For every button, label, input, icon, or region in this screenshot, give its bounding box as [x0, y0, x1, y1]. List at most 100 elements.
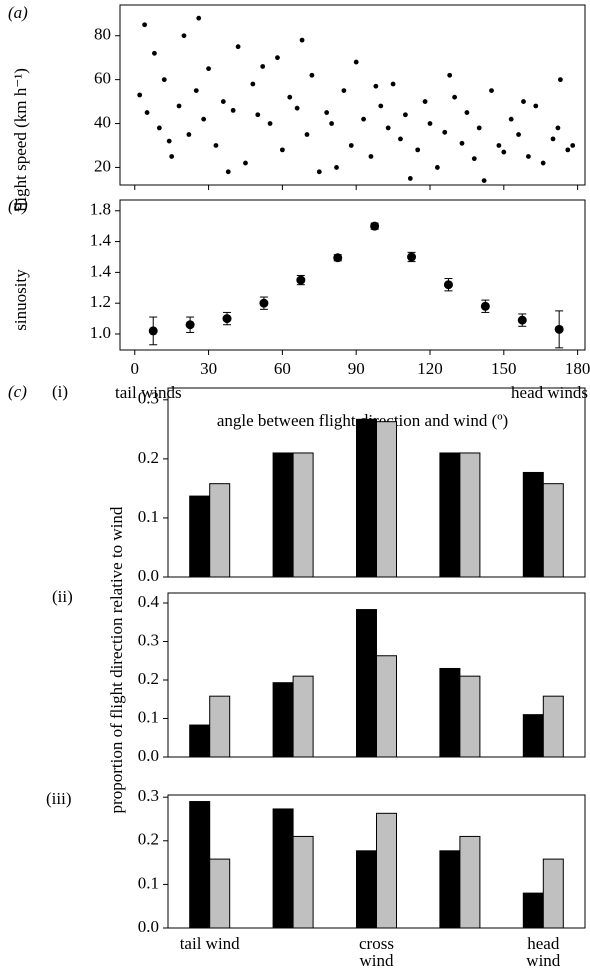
point [309, 72, 315, 78]
y-tick-label: 0.0 [138, 917, 159, 936]
point [230, 107, 236, 113]
bar [439, 452, 461, 578]
point [156, 125, 162, 131]
y-tick-label: 0.3 [138, 389, 159, 408]
bar [459, 675, 481, 758]
bar [356, 418, 377, 578]
point [329, 121, 334, 126]
annotation: tail winds [115, 383, 182, 402]
point [196, 15, 202, 21]
bar [439, 850, 461, 929]
point [496, 143, 502, 148]
bar [272, 452, 294, 578]
bar [522, 471, 544, 578]
sub-label: (i) [52, 382, 68, 401]
point [220, 99, 226, 104]
point [334, 165, 339, 170]
point [341, 88, 347, 94]
y-tick-label: 1.2 [90, 292, 111, 311]
point [259, 298, 269, 308]
panel-label: (a) [8, 3, 28, 22]
point [201, 116, 207, 122]
point [368, 154, 374, 159]
y-tick-label: 1.4 [90, 261, 112, 280]
bar [356, 609, 377, 758]
y-axis-label: sinuosity [11, 269, 30, 331]
x-tick-label: 120 [417, 359, 443, 378]
bar [189, 495, 211, 578]
point [476, 125, 482, 131]
panel-label: (c) [8, 382, 27, 401]
point [142, 22, 148, 28]
point [166, 138, 172, 144]
point [516, 132, 521, 137]
bar [272, 808, 294, 929]
category-label: cross wind [359, 934, 394, 970]
point [213, 143, 219, 148]
point [152, 50, 157, 56]
point [299, 37, 305, 43]
point [501, 149, 507, 155]
point [137, 92, 143, 98]
y-tick-label: 0.0 [138, 566, 159, 585]
point [434, 165, 440, 170]
bar [542, 858, 564, 929]
bar [272, 682, 294, 758]
y-tick-label: 0.2 [138, 448, 159, 467]
x-tick-label: 60 [274, 359, 291, 378]
point [557, 77, 563, 83]
bar [209, 695, 231, 758]
point [565, 147, 571, 153]
sub-label: (iii) [46, 789, 72, 808]
point [169, 154, 175, 159]
point [176, 103, 182, 109]
point [250, 81, 256, 87]
point [489, 88, 494, 94]
point [361, 116, 366, 122]
plot-frame [119, 4, 586, 186]
point [225, 169, 231, 175]
point [422, 99, 428, 104]
point [521, 99, 526, 104]
y-tick-label: 0.2 [138, 830, 159, 849]
annotation: head winds [511, 383, 588, 402]
point [260, 64, 266, 69]
point [402, 112, 408, 118]
y-tick-label: 40 [94, 112, 111, 131]
point [267, 121, 273, 126]
point [385, 125, 391, 131]
bar [542, 695, 564, 758]
y-tick-label: 80 [94, 25, 111, 44]
x-tick-label: 30 [200, 359, 217, 378]
bar [292, 675, 314, 758]
point [294, 105, 300, 111]
point [415, 147, 421, 153]
point [373, 83, 379, 89]
point [324, 110, 330, 115]
point [398, 136, 403, 142]
point [526, 154, 531, 159]
point [443, 280, 453, 290]
y-tick-label: 0.3 [138, 630, 159, 649]
y-tick-label: 0.1 [138, 873, 159, 892]
point [206, 66, 211, 72]
point [275, 55, 280, 61]
x-tick-label: 90 [348, 359, 365, 378]
y-axis-label: proportion of flight direction relative … [107, 506, 126, 813]
point [185, 320, 195, 330]
bar [439, 667, 461, 758]
point [287, 94, 293, 100]
bar [522, 892, 544, 929]
point [540, 160, 546, 166]
y-tick-label: 60 [94, 69, 111, 88]
bar [209, 483, 231, 578]
y-tick-label: 20 [94, 156, 111, 175]
bar [292, 452, 314, 578]
y-tick-label: 0.0 [138, 746, 159, 765]
point [517, 315, 527, 325]
point [181, 33, 187, 39]
point [459, 140, 465, 146]
point [333, 253, 343, 263]
